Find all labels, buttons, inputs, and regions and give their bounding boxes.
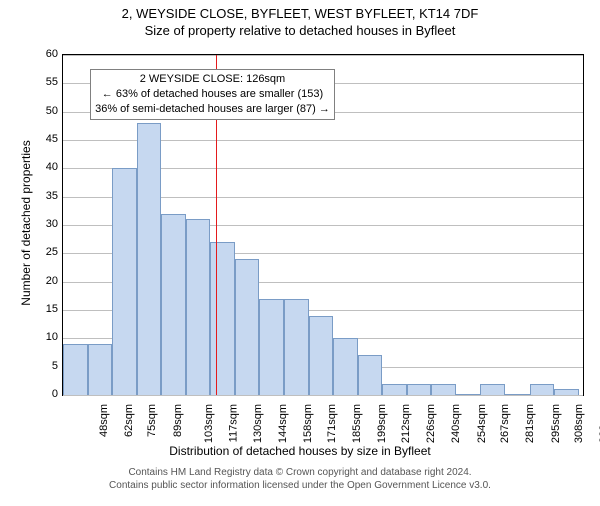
annotation-box: 2 WEYSIDE CLOSE: 126sqm← 63% of detached… <box>90 69 335 120</box>
histogram-bar <box>137 123 162 395</box>
footer-line-1: Contains HM Land Registry data © Crown c… <box>0 466 600 479</box>
histogram-bar <box>530 384 555 395</box>
y-tick-label: 60 <box>28 48 58 60</box>
annotation-line: 36% of semi-detached houses are larger (… <box>95 102 330 117</box>
x-tick-label: 144sqm <box>277 404 289 443</box>
histogram-bar <box>309 316 334 395</box>
x-tick-label: 117sqm <box>228 404 240 442</box>
x-tick-label: 89sqm <box>172 404 184 437</box>
histogram-bar <box>186 219 211 395</box>
x-tick-label: 254sqm <box>476 404 488 443</box>
histogram-bar <box>88 344 113 395</box>
title-main: 2, WEYSIDE CLOSE, BYFLEET, WEST BYFLEET,… <box>0 6 600 21</box>
histogram-bar <box>554 389 579 395</box>
y-tick-label: 35 <box>28 190 58 202</box>
x-tick-label: 281sqm <box>524 404 536 443</box>
histogram-bar <box>284 299 309 395</box>
y-tick-label: 10 <box>28 331 58 343</box>
gridline <box>63 55 583 56</box>
y-tick-label: 50 <box>28 105 58 117</box>
x-tick-label: 295sqm <box>550 404 562 443</box>
x-tick-label: 103sqm <box>203 404 215 443</box>
annotation-line: 2 WEYSIDE CLOSE: 126sqm <box>95 72 330 87</box>
histogram-bar <box>210 242 235 395</box>
x-tick-label: 267sqm <box>499 404 511 443</box>
y-tick-label: 40 <box>28 161 58 173</box>
gridline <box>63 395 583 396</box>
histogram-bar <box>480 384 505 395</box>
histogram-bar <box>431 384 456 395</box>
x-tick-label: 75sqm <box>146 404 158 437</box>
histogram-bar <box>382 384 407 395</box>
histogram-bar <box>456 394 481 395</box>
footer-line-2: Contains public sector information licen… <box>0 479 600 492</box>
histogram-bar <box>112 168 137 395</box>
x-tick-label: 171sqm <box>326 404 338 443</box>
x-tick-label: 62sqm <box>123 404 135 437</box>
y-tick-label: 5 <box>28 360 58 372</box>
y-tick-label: 0 <box>28 388 58 400</box>
y-tick-label: 45 <box>28 133 58 145</box>
histogram-bar <box>259 299 284 395</box>
title-sub: Size of property relative to detached ho… <box>0 23 600 38</box>
y-tick-label: 15 <box>28 303 58 315</box>
x-tick-label: 199sqm <box>376 404 388 443</box>
x-tick-label: 240sqm <box>450 404 462 443</box>
y-tick-label: 55 <box>28 76 58 88</box>
histogram-bar <box>358 355 383 395</box>
y-tick-label: 20 <box>28 275 58 287</box>
chart-plot-area: 2 WEYSIDE CLOSE: 126sqm← 63% of detached… <box>62 54 584 396</box>
histogram-bar <box>235 259 260 395</box>
x-tick-label: 48sqm <box>98 404 110 437</box>
x-tick-label: 308sqm <box>573 404 585 443</box>
y-tick-label: 25 <box>28 246 58 258</box>
histogram-bar <box>333 338 358 395</box>
x-tick-label: 212sqm <box>400 404 412 443</box>
histogram-bar <box>407 384 432 395</box>
annotation-line: ← 63% of detached houses are smaller (15… <box>95 87 330 102</box>
x-tick-label: 158sqm <box>302 404 314 443</box>
x-tick-label: 185sqm <box>351 404 363 443</box>
footer-attribution: Contains HM Land Registry data © Crown c… <box>0 466 600 492</box>
histogram-bar <box>161 214 186 395</box>
histogram-bar <box>63 344 88 395</box>
y-tick-label: 30 <box>28 218 58 230</box>
x-axis-label: Distribution of detached houses by size … <box>0 444 600 458</box>
x-tick-label: 226sqm <box>425 404 437 443</box>
histogram-bar <box>505 394 530 395</box>
x-tick-label: 130sqm <box>252 404 264 443</box>
